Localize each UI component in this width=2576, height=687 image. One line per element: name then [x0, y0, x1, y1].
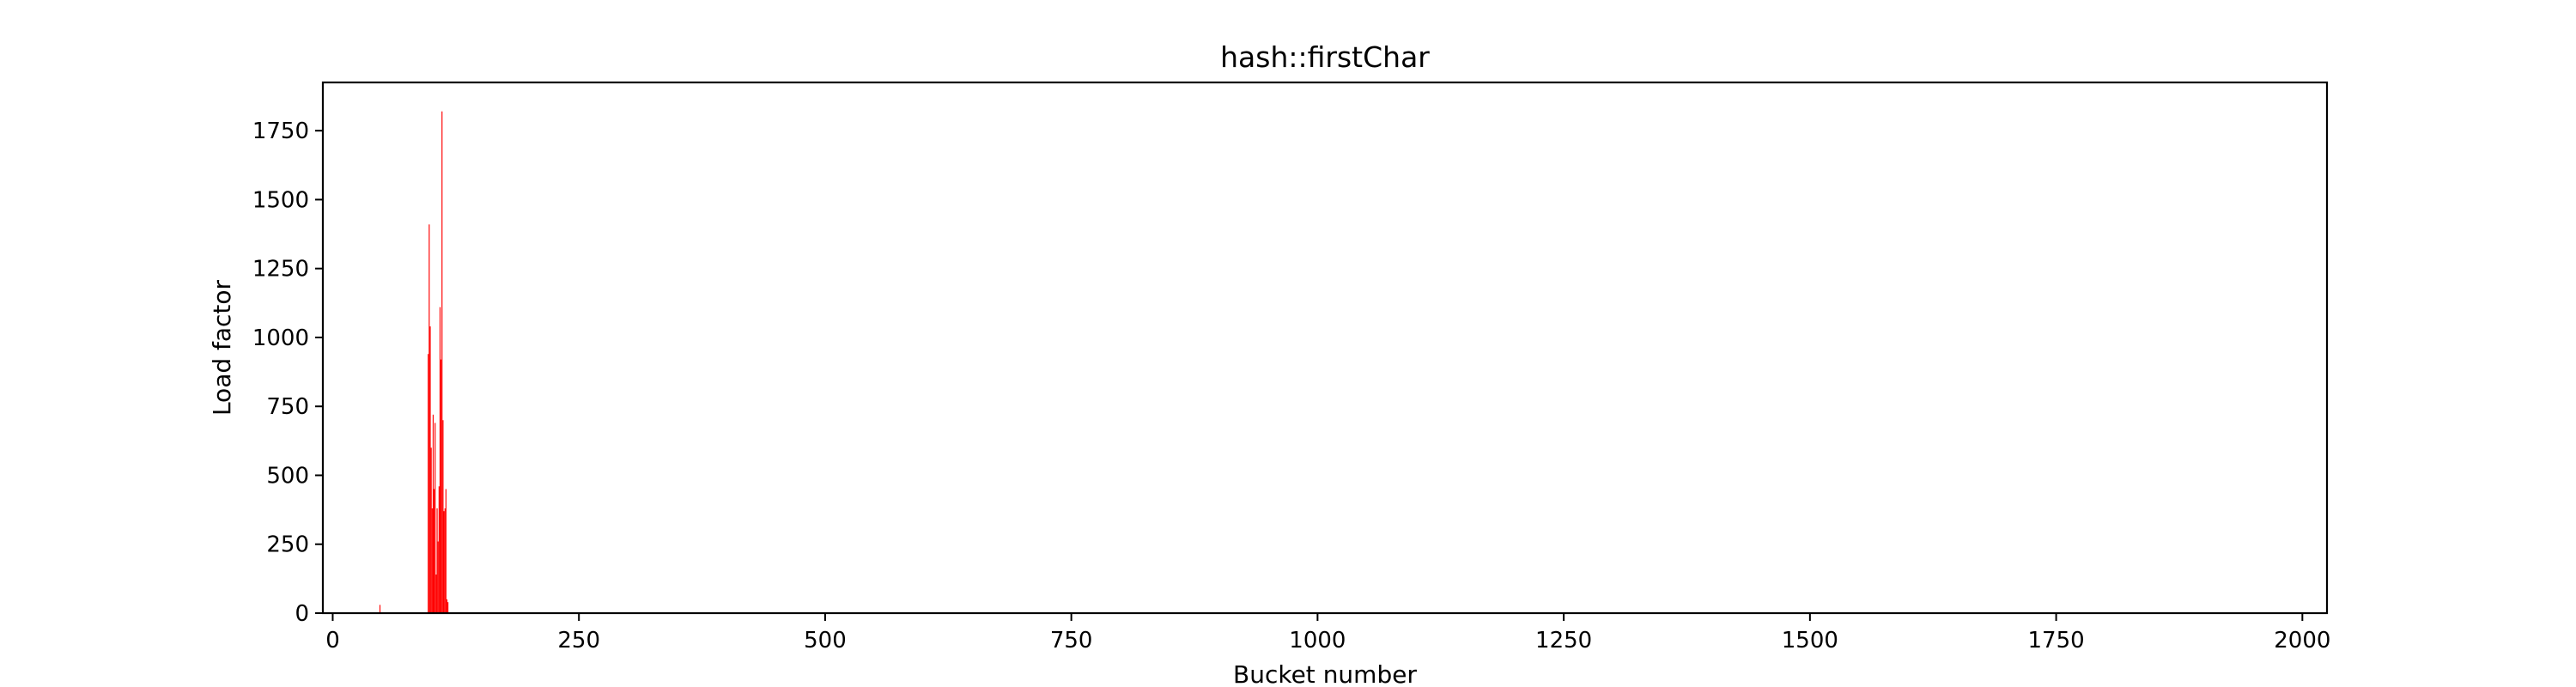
- bar-bucket-104: [434, 423, 436, 613]
- x-tick-label: 2000: [2274, 628, 2330, 654]
- bar-bucket-102: [432, 414, 434, 613]
- bar-bucket-117: [447, 602, 449, 613]
- bars-group: [379, 111, 449, 613]
- y-tick-label: 1750: [252, 119, 309, 144]
- x-axis-title: Bucket number: [1233, 660, 1417, 687]
- bar-bucket-98: [428, 224, 430, 613]
- bar-bucket-110: [440, 359, 442, 613]
- bar-bucket-99: [429, 326, 431, 613]
- y-tick-label: 0: [295, 601, 309, 627]
- x-tick-label: 1500: [1782, 628, 1838, 654]
- y-tick-label: 1000: [252, 325, 309, 351]
- y-tick-label: 1500: [252, 187, 309, 213]
- y-tick-label: 500: [266, 463, 309, 489]
- bar-bucket-111: [441, 111, 443, 613]
- x-tick-label: 250: [557, 628, 600, 654]
- bar-bucket-115: [445, 489, 447, 613]
- y-tick-label: 250: [266, 532, 309, 558]
- bar-bucket-112: [442, 420, 444, 613]
- x-tick-label: 750: [1050, 628, 1093, 654]
- x-tick-label: 500: [804, 628, 847, 654]
- x-tick-label: 0: [325, 628, 340, 654]
- x-tick-label: 1750: [2028, 628, 2085, 654]
- y-tick-label: 1250: [252, 257, 309, 283]
- bar-bucket-107: [437, 541, 439, 613]
- bar-bucket-106: [436, 508, 438, 613]
- bar-bucket-114: [444, 508, 446, 613]
- bar-bucket-113: [443, 511, 445, 613]
- y-axis-ticks: 0 250 500 750 1000 1250 1500 1750: [252, 119, 323, 627]
- chart-title: hash::firstChar: [1220, 40, 1430, 74]
- y-tick-label: 750: [266, 394, 309, 420]
- x-axis-ticks: 0 250 500 750 1000 1250 1500 1750 2000: [325, 613, 2330, 654]
- plot-frame: [321, 81, 2329, 615]
- y-axis-title: Load factor: [208, 279, 236, 416]
- bar-bucket-108: [438, 486, 440, 613]
- bar-bucket-101: [431, 508, 433, 613]
- bar-bucket-100: [430, 447, 432, 613]
- x-tick-label: 1000: [1289, 628, 1346, 654]
- bar-bucket-105: [435, 575, 437, 613]
- x-tick-label: 1250: [1535, 628, 1592, 654]
